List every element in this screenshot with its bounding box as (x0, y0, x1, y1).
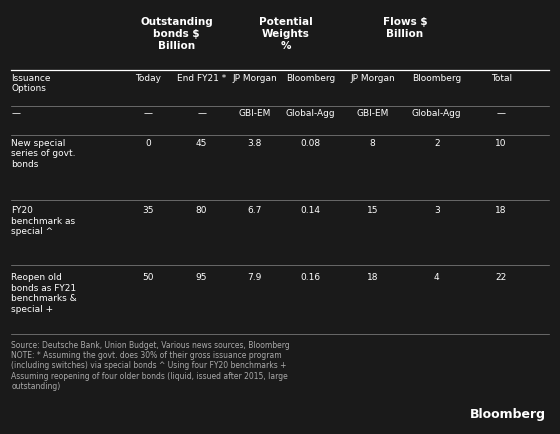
Text: 6.7: 6.7 (248, 206, 262, 215)
Text: Bloomberg: Bloomberg (412, 74, 461, 83)
Text: 0.08: 0.08 (301, 139, 321, 148)
Text: 95: 95 (196, 273, 207, 283)
Text: Bloomberg: Bloomberg (470, 408, 546, 421)
Text: Issuance
Options: Issuance Options (11, 74, 51, 93)
Text: 2: 2 (434, 139, 440, 148)
Text: 0: 0 (146, 139, 151, 148)
Text: End FY21 *: End FY21 * (177, 74, 226, 83)
Text: 4: 4 (434, 273, 440, 283)
Text: GBI-EM: GBI-EM (239, 109, 271, 118)
Text: 45: 45 (196, 139, 207, 148)
Text: —: — (197, 109, 206, 118)
Text: 3: 3 (434, 206, 440, 215)
Text: 80: 80 (196, 206, 207, 215)
Text: —: — (11, 109, 20, 118)
Text: —: — (144, 109, 153, 118)
Text: 3.8: 3.8 (248, 139, 262, 148)
Text: GBI-EM: GBI-EM (356, 109, 389, 118)
Text: 0.14: 0.14 (301, 206, 321, 215)
Text: FY20
benchmark as
special ^: FY20 benchmark as special ^ (11, 206, 76, 236)
Text: 7.9: 7.9 (248, 273, 262, 283)
Text: 0.16: 0.16 (301, 273, 321, 283)
Text: 50: 50 (143, 273, 154, 283)
Text: Global-Agg: Global-Agg (412, 109, 461, 118)
Text: Outstanding
bonds $
Billion: Outstanding bonds $ Billion (140, 17, 213, 50)
Text: 22: 22 (496, 273, 507, 283)
Text: 15: 15 (367, 206, 378, 215)
Text: Today: Today (136, 74, 161, 83)
Text: Global-Agg: Global-Agg (286, 109, 335, 118)
Text: 10: 10 (496, 139, 507, 148)
Text: JP Morgan: JP Morgan (350, 74, 395, 83)
Text: 35: 35 (143, 206, 154, 215)
Text: —: — (497, 109, 506, 118)
Text: Flows $
Billion: Flows $ Billion (382, 17, 427, 39)
Text: Reopen old
bonds as FY21
benchmarks &
special +: Reopen old bonds as FY21 benchmarks & sp… (11, 273, 77, 314)
Text: New special
series of govt.
bonds: New special series of govt. bonds (11, 139, 76, 169)
Text: 18: 18 (367, 273, 378, 283)
Text: 8: 8 (370, 139, 375, 148)
Text: Source: Deutsche Bank, Union Budget, Various news sources, Bloomberg
NOTE: * Ass: Source: Deutsche Bank, Union Budget, Var… (11, 341, 290, 391)
Text: Total: Total (491, 74, 512, 83)
Text: 18: 18 (496, 206, 507, 215)
Text: Bloomberg: Bloomberg (286, 74, 335, 83)
Text: JP Morgan: JP Morgan (232, 74, 277, 83)
Text: Potential
Weights
%: Potential Weights % (259, 17, 312, 50)
